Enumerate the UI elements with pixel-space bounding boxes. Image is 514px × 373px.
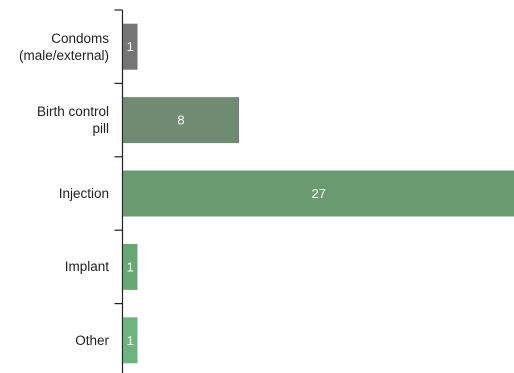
category-label-line: Condoms bbox=[51, 30, 109, 46]
bar-value-label: 1 bbox=[127, 333, 134, 348]
bar bbox=[123, 97, 239, 144]
bars-group bbox=[123, 23, 514, 364]
category-label-line: pill bbox=[92, 121, 109, 137]
category-label: Implant bbox=[0, 258, 109, 275]
category-label: Injection bbox=[0, 185, 109, 202]
bar-value-label: 8 bbox=[177, 113, 184, 128]
data-labels-group: 1 8 27 1 1 bbox=[127, 39, 326, 348]
category-label: Condoms (male/external) bbox=[0, 30, 109, 64]
category-label-line: (male/external) bbox=[18, 47, 109, 63]
category-label-line: Other bbox=[75, 332, 109, 348]
category-label: Other bbox=[0, 332, 109, 349]
bar bbox=[123, 317, 138, 364]
bar bbox=[123, 243, 138, 290]
category-label-line: Implant bbox=[64, 259, 109, 275]
y-axis-group bbox=[114, 9, 124, 373]
bar-value-label: 1 bbox=[127, 39, 134, 54]
category-label-line: Birth control bbox=[36, 104, 109, 120]
bar bbox=[123, 170, 514, 217]
bar-value-label: 27 bbox=[312, 186, 326, 201]
bar bbox=[123, 23, 138, 70]
bar-value-label: 1 bbox=[127, 259, 134, 274]
category-label: Birth control pill bbox=[0, 103, 109, 137]
category-label-line: Injection bbox=[58, 186, 109, 201]
